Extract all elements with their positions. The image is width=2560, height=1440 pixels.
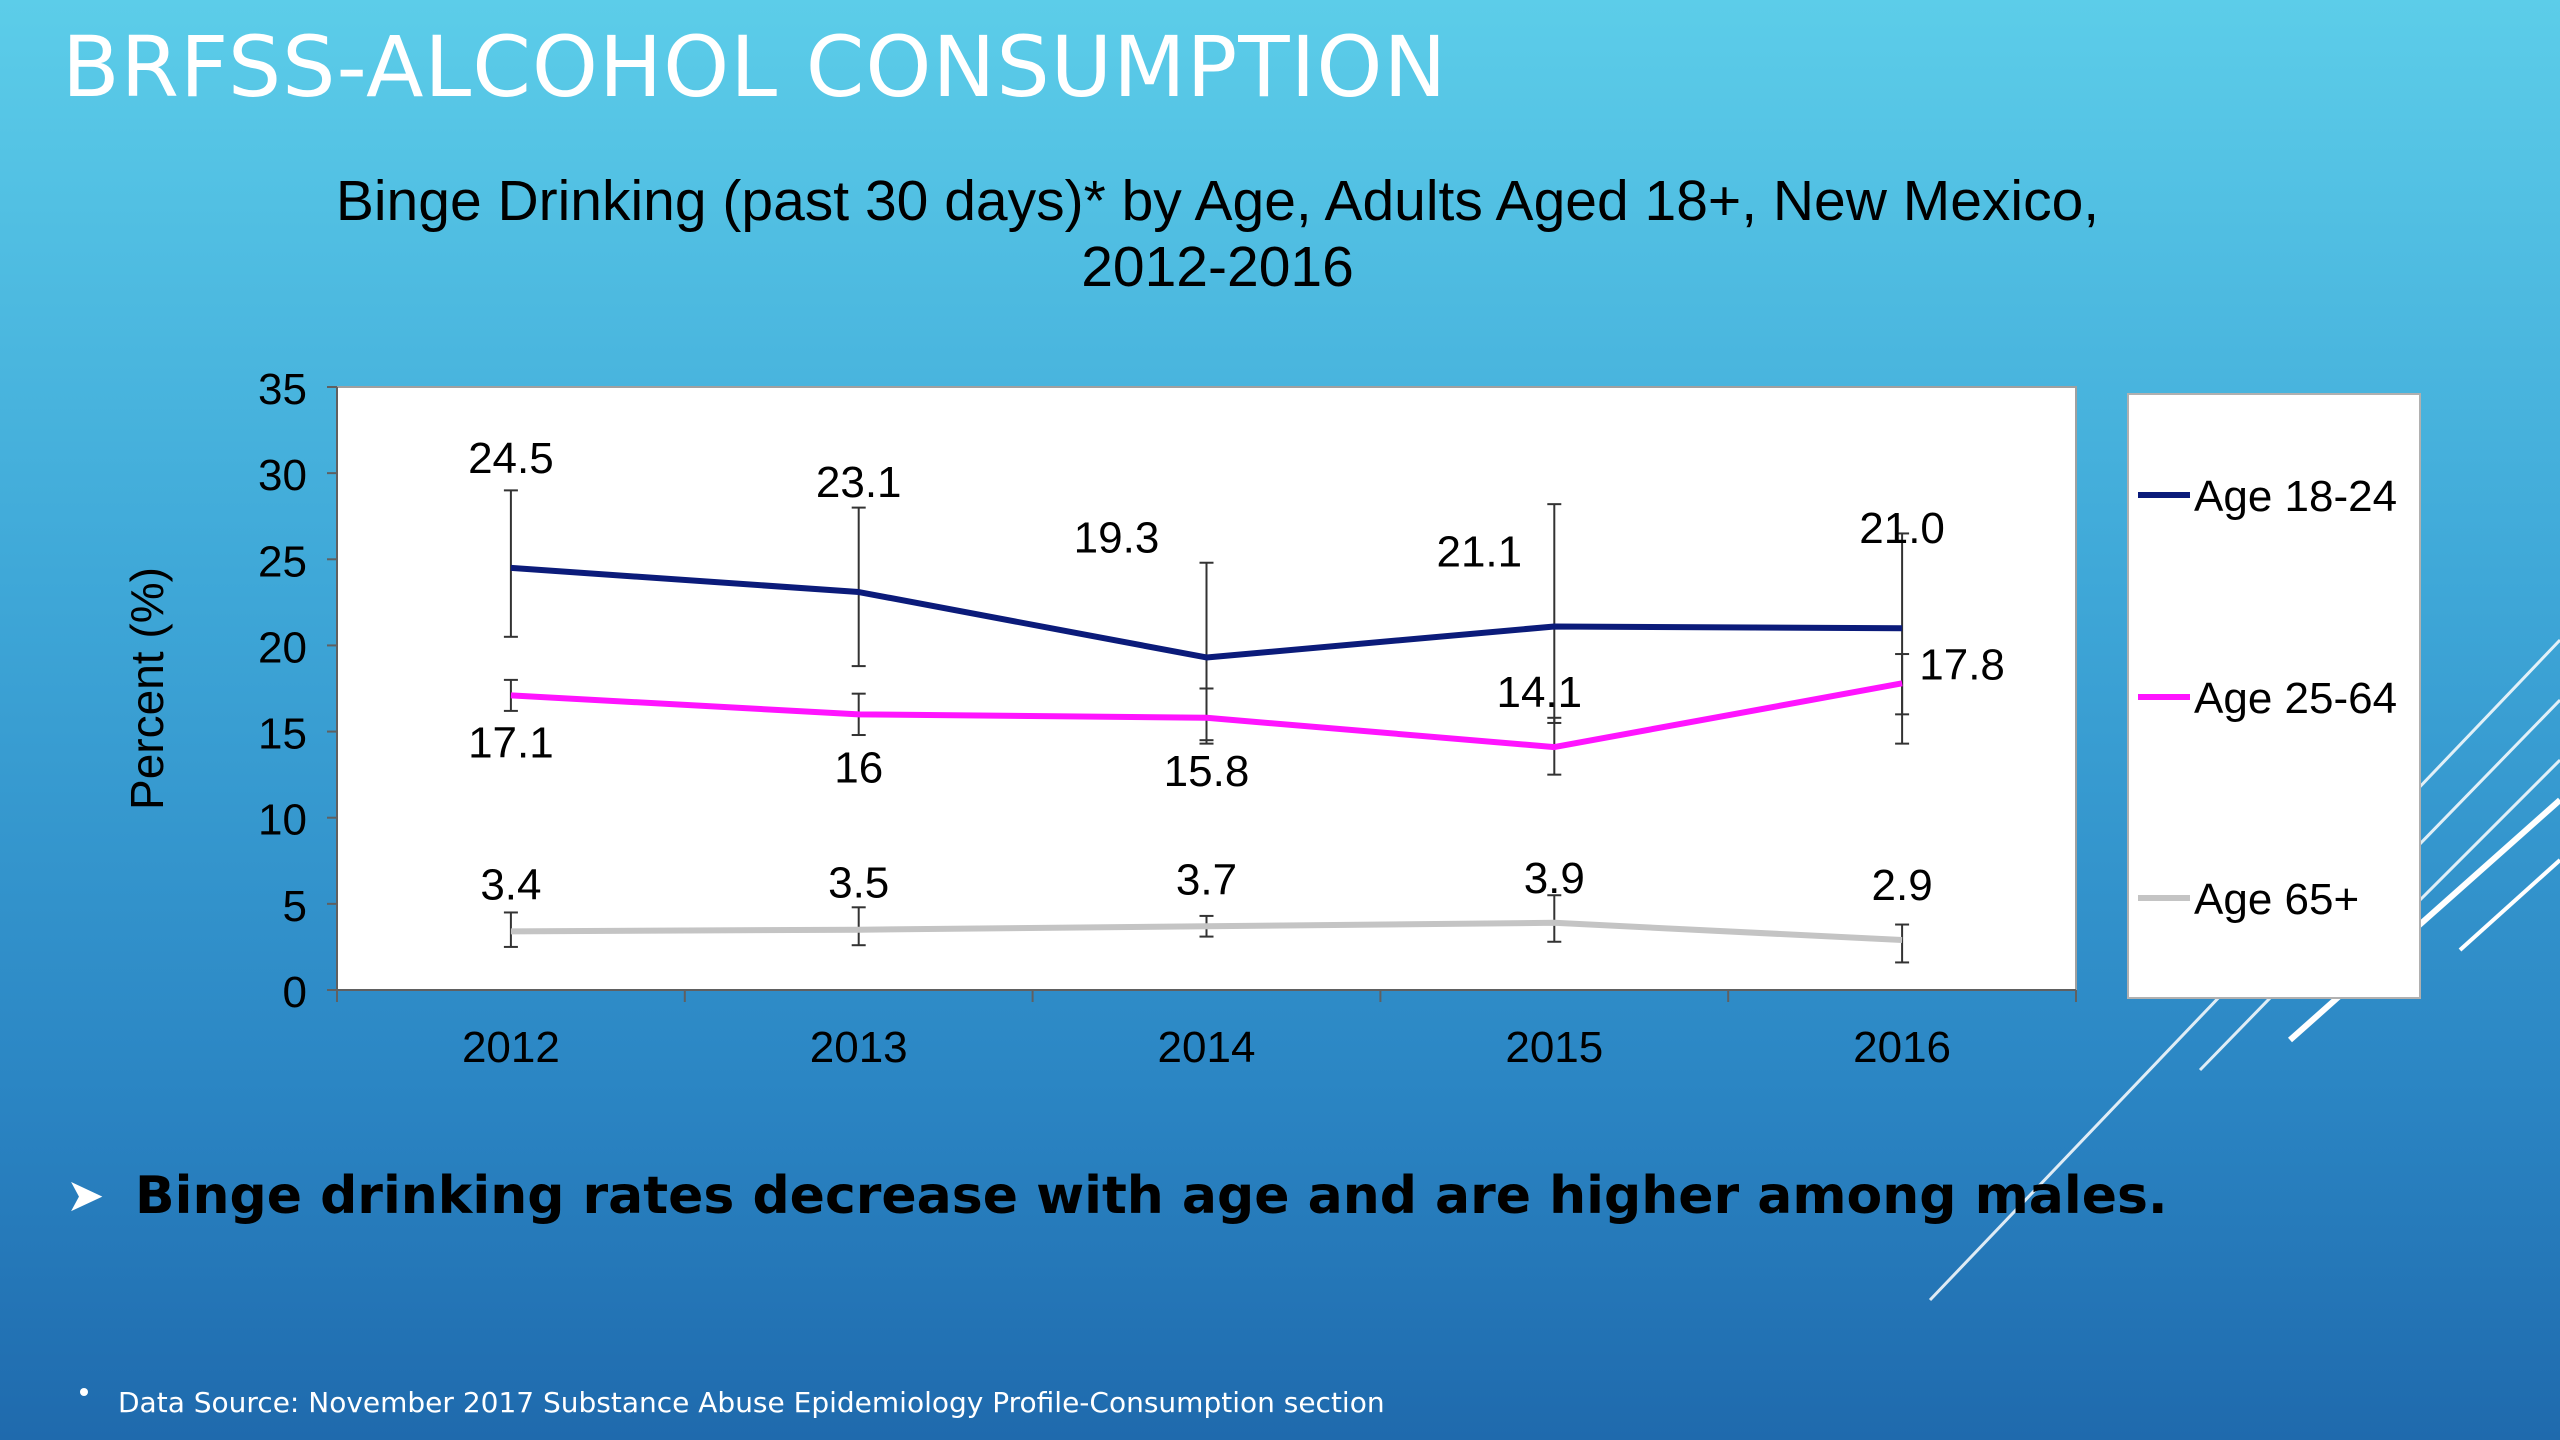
data-source-footnote: Data Source: November 2017 Substance Abu… xyxy=(118,1386,1385,1419)
y-tick-label: 15 xyxy=(258,710,307,759)
y-tick-label: 35 xyxy=(258,365,307,414)
chart-title-line-2: 2012-2016 xyxy=(1081,235,1354,299)
x-tick-label: 2015 xyxy=(1505,1023,1603,1072)
line-chart: 0 5 10 15 20 25 30 35 Percent (%) 2012 2013 2014 201… xyxy=(121,365,2421,1072)
bullet-arrow-icon: ➤ xyxy=(66,1169,105,1221)
key-finding-text: Binge drinking rates decrease with age a… xyxy=(135,1166,2168,1226)
data-label: 3.4 xyxy=(480,860,541,909)
data-label: 21.0 xyxy=(1859,504,1945,553)
chart-title: Binge Drinking (past 30 days)* by Age, A… xyxy=(230,168,2205,300)
data-label: 16 xyxy=(834,743,883,792)
data-label: 3.5 xyxy=(828,859,889,908)
data-label: 3.9 xyxy=(1524,854,1585,903)
legend-label: Age 25-64 xyxy=(2194,674,2397,723)
data-label: 17.1 xyxy=(468,718,554,767)
data-label: 3.7 xyxy=(1176,855,1237,904)
x-tick-label: 2012 xyxy=(462,1023,560,1072)
data-label: 24.5 xyxy=(468,434,554,483)
slide-title: BRFSS-ALCOHOL CONSUMPTION xyxy=(62,18,1448,116)
x-tick-label: 2016 xyxy=(1853,1023,1951,1072)
data-label: 17.8 xyxy=(1919,640,2005,689)
y-tick-label: 30 xyxy=(258,451,307,500)
data-label: 23.1 xyxy=(816,458,902,507)
chart-title-line-1: Binge Drinking (past 30 days)* by Age, A… xyxy=(335,169,2100,233)
y-tick-label: 10 xyxy=(258,796,307,845)
data-label: 21.1 xyxy=(1436,527,1522,576)
x-tick-label: 2013 xyxy=(810,1023,908,1072)
data-label: 2.9 xyxy=(1872,861,1933,910)
series-line-2 xyxy=(510,680,1903,751)
data-label: 15.8 xyxy=(1164,747,1250,796)
y-axis-label: Percent (%) xyxy=(121,567,173,810)
data-label: 14.1 xyxy=(1496,668,1582,717)
y-tick-label: 20 xyxy=(258,623,307,672)
y-tick-label: 0 xyxy=(283,968,307,1017)
series-line-1 xyxy=(510,564,1903,661)
legend-label: Age 18-24 xyxy=(2194,472,2397,521)
legend-label: Age 65+ xyxy=(2194,875,2359,924)
data-label: 19.3 xyxy=(1074,513,1160,562)
x-tick-label: 2014 xyxy=(1158,1023,1256,1072)
series-line-3 xyxy=(510,919,1903,944)
footnote-bullet-icon xyxy=(80,1388,88,1396)
y-tick-label: 25 xyxy=(258,537,307,586)
y-tick-label: 5 xyxy=(283,882,307,931)
